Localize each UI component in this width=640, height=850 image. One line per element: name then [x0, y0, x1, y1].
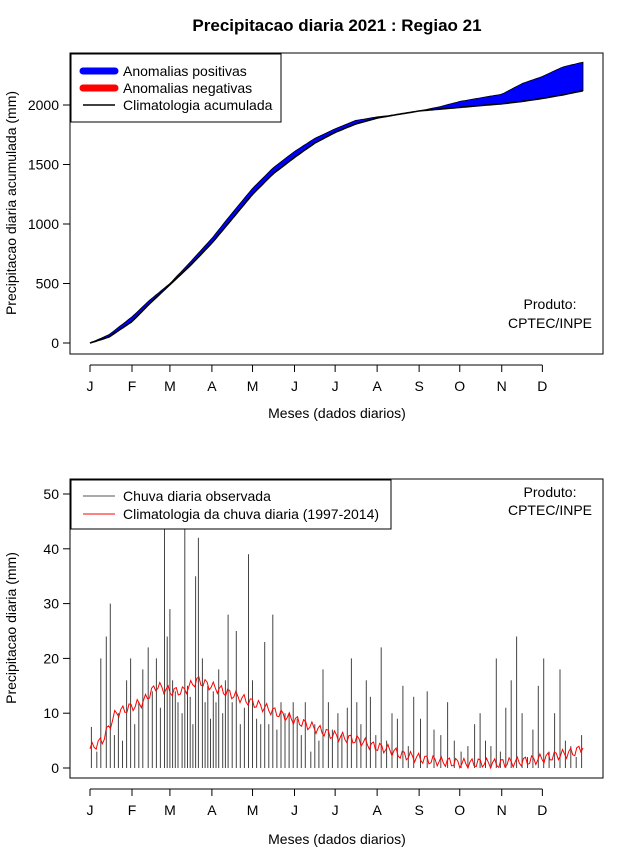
x-tick-label: N	[497, 378, 507, 394]
x-axis-label-bottom: Meses (dados diarios)	[268, 831, 406, 847]
bottom-y-tick-label: 40	[43, 541, 59, 557]
bottom-x-tick-label: F	[128, 802, 137, 818]
annotation-source: CPTEC/INPE	[508, 315, 592, 331]
y-tick-label: 1000	[28, 216, 59, 232]
x-tick-label: A	[207, 378, 217, 394]
bottom-y-tick-label: 0	[51, 760, 59, 776]
legend-label-observed: Chuva diaria observada	[123, 488, 271, 504]
bottom-y-tick-label: 50	[43, 486, 59, 502]
x-tick-label: M	[247, 378, 259, 394]
x-tick-label: O	[454, 378, 465, 394]
x-tick-label: J	[291, 378, 298, 394]
legend: Anomalias positivas Anomalias negativas …	[70, 53, 282, 123]
annotation-produto: Produto:	[524, 296, 577, 312]
plot-frame-bottom	[69, 478, 604, 779]
chart-title: Precipitacao diaria 2021 : Regiao 21	[192, 16, 481, 35]
annotation-source-bottom: CPTEC/INPE	[508, 502, 592, 518]
bottom-y-tick-label: 10	[43, 705, 59, 721]
legend-label-positive: Anomalias positivas	[123, 63, 247, 79]
x-tick-label: M	[164, 378, 176, 394]
x-tick-label: J	[87, 378, 94, 394]
daily-rain-bars	[90, 494, 583, 768]
legend-box-bottom	[70, 479, 392, 530]
bottom-x-tick-label: O	[454, 802, 465, 818]
legend-label-negative: Anomalias negativas	[123, 80, 252, 96]
y-axis-label: Precipitacao diaria acumulada (mm)	[3, 91, 19, 315]
bottom-x-tick-label: J	[332, 802, 339, 818]
bottom-x-tick-label: A	[372, 802, 382, 818]
x-axis-label: Meses (dados diarios)	[268, 405, 406, 421]
daily-climatology-line	[89, 676, 584, 770]
bottom-x-tick-label: J	[291, 802, 298, 818]
annotation-produto-bottom: Produto:	[524, 484, 577, 500]
y-tick-label: 2000	[28, 97, 59, 113]
y-tick-label: 500	[36, 276, 60, 292]
bottom-x-tick-label: N	[497, 802, 507, 818]
bottom-chart: 0 10 20 30 40 50 J F M A M J J A S O N D Meses (dados di…	[3, 478, 604, 847]
x-tick-label: F	[128, 378, 137, 394]
y-tick-label: 1500	[28, 157, 59, 173]
climatology-line	[89, 89, 584, 344]
x-tick-label: D	[537, 378, 547, 394]
bottom-x-tick-label: S	[414, 802, 423, 818]
plot-frame	[69, 52, 604, 355]
y-axis-bottom: 0 10 20 30 40 50	[43, 486, 70, 776]
bottom-x-tick-label: D	[537, 802, 547, 818]
bottom-x-tick-label: A	[207, 802, 217, 818]
legend-label-climatology-daily: Climatologia da chuva diaria (1997-2014)	[123, 506, 379, 522]
bottom-y-tick-label: 20	[43, 650, 59, 666]
legend-label-climatology: Climatologia acumulada	[123, 97, 273, 113]
x-tick-label: J	[332, 378, 339, 394]
top-chart: Precipitacao diaria 2021 : Regiao 21 0 50…	[3, 16, 604, 421]
bottom-x-tick-label: J	[87, 802, 94, 818]
y-axis: 0 500 1000 1500 2000	[28, 97, 70, 351]
x-tick-label: A	[372, 378, 382, 394]
x-tick-label: S	[414, 378, 423, 394]
bottom-y-tick-label: 30	[43, 596, 59, 612]
y-axis-label-bottom: Precipitacao diaria (mm)	[3, 552, 19, 704]
bottom-x-tick-label: M	[164, 802, 176, 818]
bottom-x-tick-label: M	[247, 802, 259, 818]
legend-bottom: Chuva diaria observada Climatologia da c…	[70, 479, 392, 530]
y-tick-label: 0	[51, 335, 59, 351]
